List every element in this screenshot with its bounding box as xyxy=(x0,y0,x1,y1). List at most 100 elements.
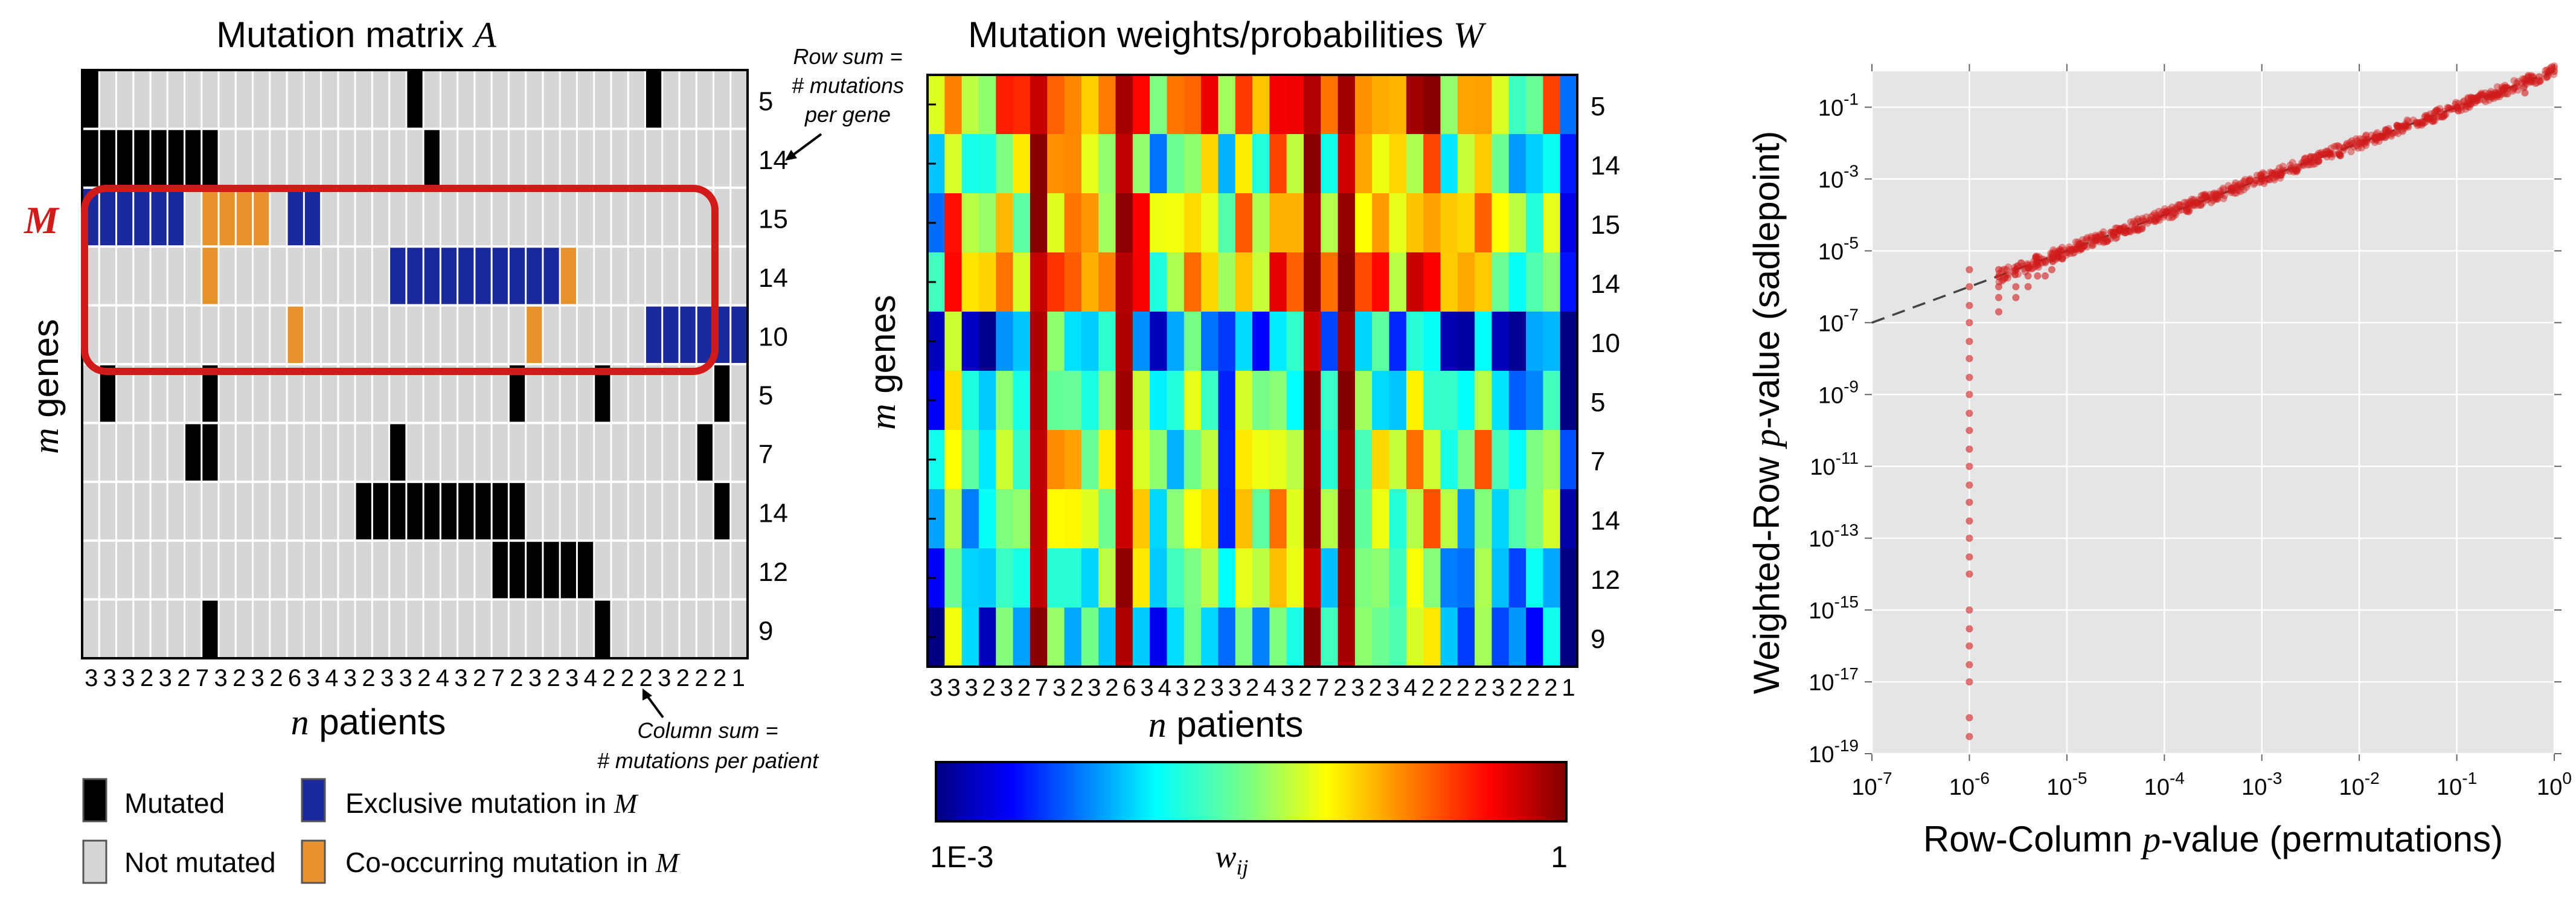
scatter-point xyxy=(2189,197,2197,205)
scatter-point xyxy=(2155,215,2162,223)
scatter-point xyxy=(2142,213,2150,221)
weight-cell xyxy=(1372,312,1390,371)
matrix-cell xyxy=(202,542,218,598)
scatter-point xyxy=(2350,140,2357,147)
matrix-cell xyxy=(185,542,201,598)
weight-cell xyxy=(1526,371,1544,431)
scatter-point xyxy=(2315,157,2323,165)
weight-cell xyxy=(1491,608,1510,667)
weight-row-label: 10 xyxy=(1591,329,1620,358)
matrix-cell xyxy=(731,424,747,481)
scatter-point xyxy=(2237,180,2244,188)
scatter-point xyxy=(2302,158,2310,165)
plot-gridlines xyxy=(1865,64,2562,761)
scatter-point xyxy=(2458,102,2466,110)
matrix-cell xyxy=(304,71,321,128)
matrix-cell xyxy=(236,248,252,304)
scatter-point xyxy=(2059,255,2066,263)
scatter-point xyxy=(2034,257,2042,265)
matrix-cell xyxy=(543,424,559,481)
weight-cell xyxy=(978,489,997,549)
col-sum-label: 2 xyxy=(473,665,486,691)
matrix-cell xyxy=(680,600,696,657)
scatter-point xyxy=(2307,153,2315,161)
weight-cell xyxy=(978,252,997,312)
scatter-point xyxy=(2052,255,2060,263)
scatter-point xyxy=(2001,274,2009,281)
matrix-cell xyxy=(202,306,218,363)
weight-cell xyxy=(1218,371,1236,431)
weight-cell xyxy=(1218,193,1236,253)
weight-cell xyxy=(1440,312,1458,371)
matrix-cell xyxy=(373,71,389,128)
scatter-point xyxy=(2231,189,2238,197)
weight-cell xyxy=(1013,193,1031,253)
x-tick-label: 10-7 xyxy=(1851,769,1892,800)
scatter-point xyxy=(2229,187,2237,194)
scatter-point xyxy=(2032,253,2040,261)
weight-cell xyxy=(1321,312,1339,371)
scatter-point xyxy=(2014,262,2022,270)
scatter-point xyxy=(2402,122,2410,130)
matrix-cell xyxy=(339,188,354,246)
matrix-cell xyxy=(509,71,525,128)
scatter-point xyxy=(2316,151,2324,159)
col-sum-label: 3 xyxy=(658,665,671,691)
scatter-point xyxy=(2203,193,2211,201)
matrix-cell xyxy=(492,248,508,304)
scatter-point xyxy=(2119,224,2127,232)
scatter-point xyxy=(2134,225,2142,233)
scatter-point xyxy=(1966,642,1973,650)
matrix-cell xyxy=(680,71,696,128)
scatter-point xyxy=(2231,181,2239,189)
matrix-cell xyxy=(509,483,525,540)
matrix-cell xyxy=(390,306,406,363)
scatter-point xyxy=(2481,89,2489,97)
scatter-point xyxy=(2385,127,2393,135)
scatter-point xyxy=(2170,210,2177,217)
scatter-point xyxy=(2174,201,2182,209)
scatter-point xyxy=(2293,163,2301,171)
weight-cell xyxy=(1030,193,1048,253)
scatter-point xyxy=(2542,66,2549,74)
scatter-point xyxy=(2054,252,2062,260)
row-sum-label: 9 xyxy=(758,616,773,646)
weight-cell xyxy=(1047,312,1065,371)
scatter-point xyxy=(2468,96,2476,104)
matrix-cell xyxy=(151,600,167,657)
scatter-point xyxy=(2104,236,2112,243)
weight-cell xyxy=(961,312,979,371)
scatter-point xyxy=(2115,226,2123,234)
matrix-cell xyxy=(577,248,594,304)
weight-row-label: 14 xyxy=(1591,151,1620,181)
scatter-point xyxy=(2460,97,2468,104)
scatter-point xyxy=(2077,245,2085,252)
scatter-point xyxy=(2375,134,2383,142)
weight-cell xyxy=(1338,75,1356,135)
weight-cell xyxy=(1491,548,1510,608)
weight-col-label: 2 xyxy=(1105,675,1118,701)
col-sum-label: 2 xyxy=(621,665,634,691)
scatter-point xyxy=(2246,176,2254,184)
matrix-cell xyxy=(117,542,133,598)
scatter-point xyxy=(2056,246,2064,254)
weight-cell xyxy=(1132,430,1150,490)
weight-cell xyxy=(1508,134,1527,194)
scatter-point xyxy=(2291,166,2299,173)
scatter-point xyxy=(2371,138,2379,146)
scatter-point xyxy=(2170,213,2177,220)
scatter-point xyxy=(2379,132,2386,140)
scatter-point xyxy=(2489,91,2497,99)
scatter-point xyxy=(2017,259,2025,267)
weight-cell xyxy=(1098,371,1117,431)
matrix-cell xyxy=(322,542,338,598)
scatter-point xyxy=(2395,123,2403,130)
scatter-point xyxy=(2276,171,2284,179)
weight-cell xyxy=(1508,548,1527,608)
weight-cell xyxy=(996,134,1014,194)
weight-cell xyxy=(1354,75,1373,135)
matrix-cell xyxy=(441,542,457,598)
scatter-point xyxy=(2047,249,2055,257)
matrix-cell xyxy=(287,130,303,187)
mutation-matrix-grid xyxy=(81,69,749,659)
